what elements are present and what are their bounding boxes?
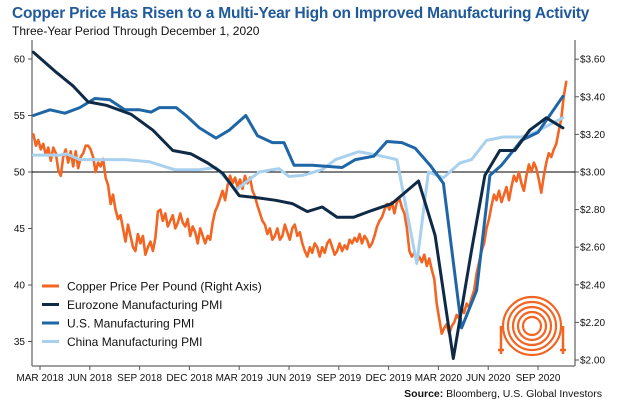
right-tick-label: $2.80 <box>580 205 605 216</box>
right-tick-label: $3.20 <box>580 130 605 141</box>
right-tick-label: $2.60 <box>580 243 605 254</box>
x-tick-label: JUN 2018 <box>68 373 113 384</box>
right-tick-label: $3.00 <box>580 168 605 179</box>
left-tick-label: 55 <box>14 111 26 122</box>
left-tick-label: 35 <box>14 337 26 348</box>
legend-label-copper: Copper Price Per Pound (Right Axis) <box>67 280 262 294</box>
right-tick-label: $3.60 <box>580 55 605 66</box>
x-tick-label: DEC 2018 <box>166 373 213 384</box>
x-tick-label: SEP 2020 <box>516 373 561 384</box>
source-label: Source: <box>404 388 444 400</box>
coil-ring <box>516 310 548 342</box>
right-tick-label: $2.40 <box>580 280 605 291</box>
right-tick-label: $3.40 <box>580 92 605 103</box>
x-tick-label: MAR 2018 <box>16 373 64 384</box>
x-tick-label: JUN 2020 <box>466 373 511 384</box>
series-line-us <box>31 94 565 330</box>
x-tick-label: DEC 2019 <box>366 373 413 384</box>
left-tick-label: 60 <box>14 55 26 66</box>
x-tick-label: MAR 2019 <box>216 373 264 384</box>
left-tick-label: 40 <box>14 281 26 292</box>
right-tick-label: $2.20 <box>580 318 605 329</box>
coil-ring <box>521 315 543 337</box>
left-tick-label: 45 <box>14 224 26 235</box>
source-note: Source: Bloomberg, U.S. Global Investors <box>404 388 602 400</box>
legend-label-china: China Manufacturing PMI <box>67 335 202 349</box>
legend-label-eurozone: Eurozone Manufacturing PMI <box>67 298 222 312</box>
coil-ring <box>506 300 558 352</box>
legend: Copper Price Per Pound (Right Axis) Euroz… <box>42 280 262 349</box>
legend-label-us: U.S. Manufacturing PMI <box>67 317 194 331</box>
x-tick-label: MAR 2020 <box>415 373 463 384</box>
coil-ring <box>501 295 563 357</box>
chart-subtitle: Three-Year Period Through December 1, 20… <box>12 24 260 38</box>
x-tick-label: SEP 2018 <box>117 373 162 384</box>
series-lines-group <box>31 50 568 360</box>
axes-group: 35 40 45 50 55 60 $2.00 $2.20 $2.40 $2.60 $2.80 $3.… <box>14 40 605 384</box>
right-tick-label: $2.00 <box>580 356 605 367</box>
coil-ring <box>511 305 553 347</box>
x-tick-label: SEP 2019 <box>316 373 361 384</box>
x-tick-label: JUN 2019 <box>267 373 312 384</box>
series-line-copper <box>32 80 568 335</box>
copper-coil-icon <box>498 295 566 357</box>
series-line-eurozone <box>31 50 565 360</box>
source-text: Bloomberg, U.S. Global Investors <box>443 388 602 400</box>
series-line-china <box>31 116 565 265</box>
chart-title: Copper Price Has Risen to a Multi-Year H… <box>12 5 590 22</box>
left-tick-label: 50 <box>14 168 26 179</box>
